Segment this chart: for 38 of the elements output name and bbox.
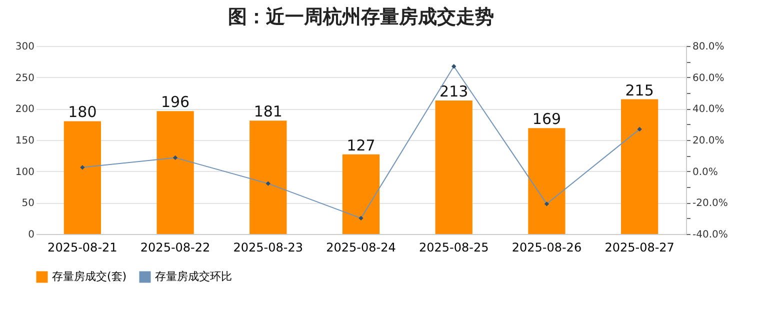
y-tick-label: 200 — [15, 104, 34, 116]
y-tick-label: 250 — [15, 72, 34, 84]
y-tick-label: 150 — [15, 136, 34, 146]
bar — [250, 120, 287, 234]
y2-tick-label: 60.0% — [692, 72, 724, 84]
x-tick-label: 2025-08-23 — [233, 240, 304, 254]
x-tick-label: 2025-08-21 — [48, 240, 118, 254]
x-tick-label: 2025-08-26 — [512, 240, 582, 254]
y2-tick-label: 0.0% — [692, 166, 718, 178]
y-tick-label: 50 — [22, 198, 34, 210]
x-tick-label: 2025-08-22 — [140, 240, 210, 254]
y-tick-label: 300 — [15, 42, 34, 52]
y2-tick-label: 20.0% — [692, 136, 724, 146]
y2-tick-label: 80.0% — [692, 42, 724, 52]
y2-tick-label: 40.0% — [692, 104, 724, 116]
data-label: 196 — [160, 93, 190, 112]
bar — [621, 99, 658, 234]
data-label: 169 — [532, 110, 562, 128]
bar — [435, 100, 472, 234]
bar — [64, 121, 101, 234]
data-label: 181 — [254, 102, 282, 121]
x-tick-label: 2025-08-25 — [418, 240, 489, 254]
bar — [342, 154, 380, 234]
data-label: 213 — [440, 82, 468, 101]
data-label: 127 — [346, 136, 376, 154]
chart-title: 图：近一周杭州存量房成交走势 — [228, 6, 494, 28]
bar — [528, 128, 566, 234]
x-tick-label: 2025-08-24 — [326, 240, 396, 254]
bar — [156, 111, 194, 234]
y-tick-label: 0 — [28, 230, 34, 240]
y2-tick-label: -40.0% — [692, 230, 728, 240]
data-label: 180 — [68, 103, 97, 122]
x-tick-label: 2025-08-27 — [604, 240, 674, 254]
legend-label: 存量房成交环比 — [155, 270, 232, 283]
y2-tick-label: -20.0% — [692, 198, 728, 210]
data-label: 215 — [625, 81, 654, 100]
legend-label: 存量房成交(套) — [52, 270, 127, 283]
y-tick-label: 100 — [15, 166, 34, 178]
